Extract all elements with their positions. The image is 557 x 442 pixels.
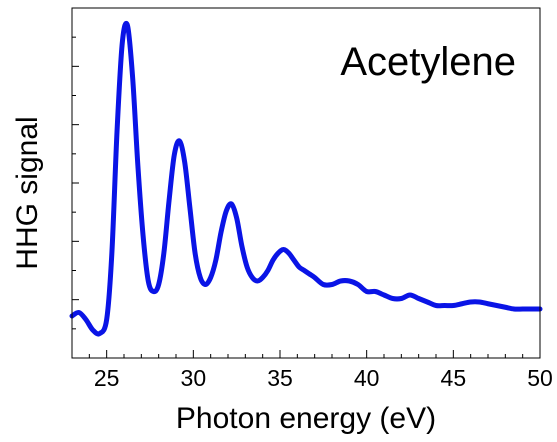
x-tick-label-50: 50 <box>527 365 553 391</box>
x-tick-label-30: 30 <box>181 365 207 391</box>
x-tick-label-35: 35 <box>267 365 293 391</box>
x-axis-tick-labels: 25 30 35 40 45 50 <box>94 365 553 391</box>
x-axis-ticks <box>71 350 541 358</box>
x-tick-label-45: 45 <box>441 365 467 391</box>
y-axis-minor-ticks <box>72 36 79 330</box>
x-axis-label: Photon energy (eV) <box>176 402 436 435</box>
x-tick-label-25: 25 <box>94 365 120 391</box>
chart-annotation: Acetylene <box>340 40 516 84</box>
y-axis-label: HHG signal <box>11 116 44 269</box>
x-tick-label-40: 40 <box>354 365 380 391</box>
series-line-acetylene <box>69 20 543 337</box>
plot-frame <box>71 7 541 359</box>
